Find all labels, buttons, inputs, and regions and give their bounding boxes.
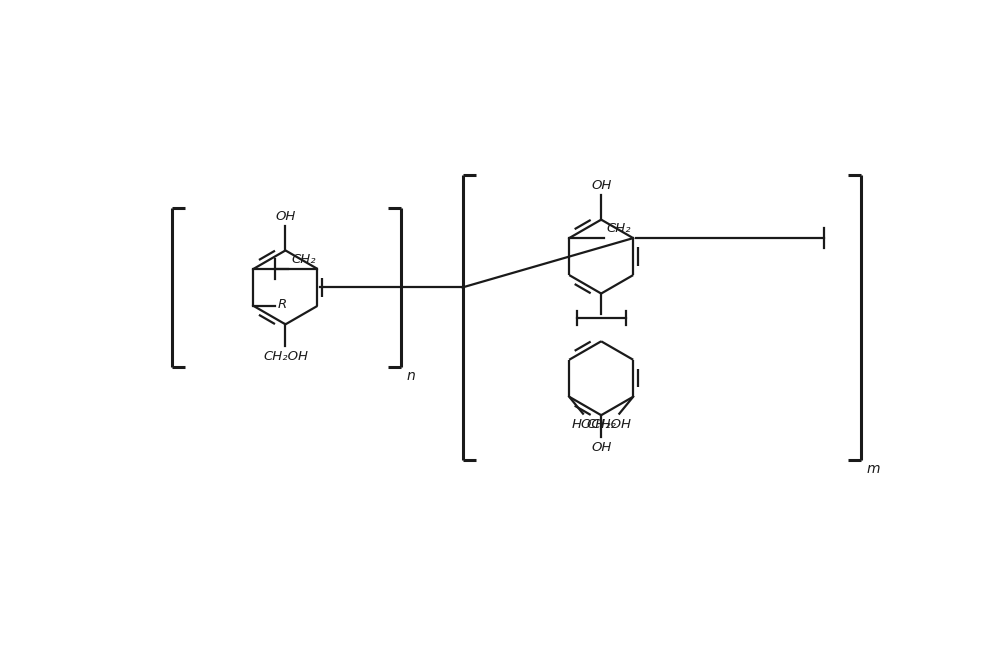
Text: OH: OH	[591, 441, 612, 453]
Text: m: m	[867, 462, 880, 476]
Text: n: n	[406, 369, 415, 383]
Text: R: R	[278, 298, 287, 311]
Text: CH₂: CH₂	[291, 253, 316, 266]
Text: CH₂OH: CH₂OH	[587, 417, 631, 430]
Text: CH₂OH: CH₂OH	[263, 350, 308, 363]
Text: CH₂: CH₂	[607, 222, 632, 235]
Text: OH: OH	[591, 179, 612, 192]
Text: OH: OH	[275, 210, 295, 222]
Text: HOCH₂: HOCH₂	[572, 417, 617, 430]
